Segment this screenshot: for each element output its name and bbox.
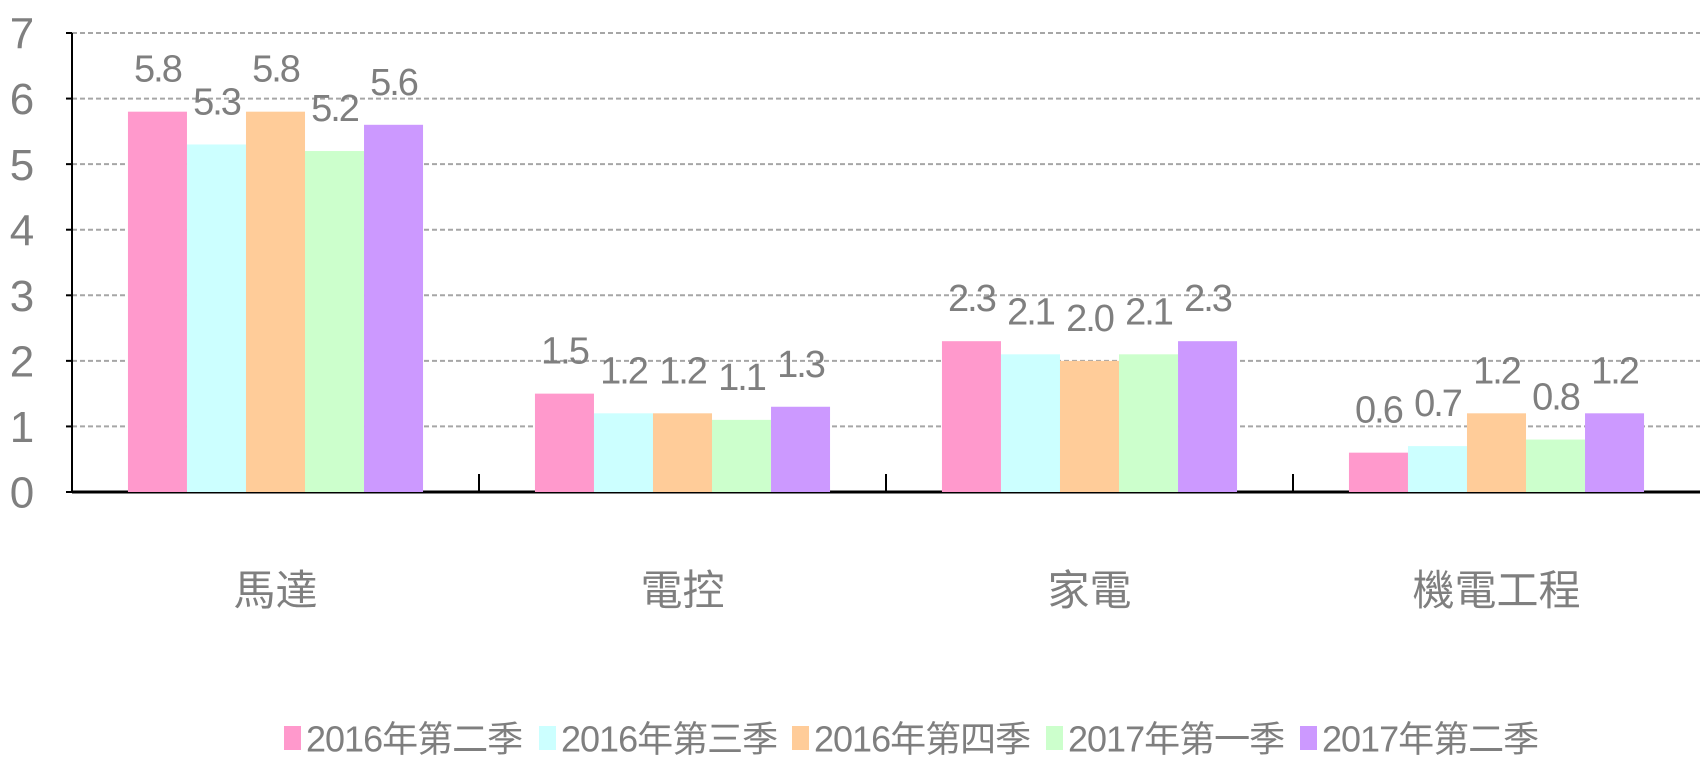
x-tick-label: 馬達 (233, 567, 317, 614)
data-label: 5.8 (252, 49, 300, 91)
data-label: 2.1 (1125, 291, 1173, 333)
data-label: 2.3 (948, 278, 996, 320)
bar (771, 406, 831, 492)
data-label: 5.8 (134, 49, 182, 91)
data-label: 0.7 (1414, 383, 1462, 425)
bar (1407, 446, 1467, 492)
bar (1585, 413, 1645, 492)
data-label: 2.3 (1184, 278, 1232, 320)
data-label: 2.0 (1066, 298, 1114, 340)
bar (712, 419, 772, 492)
data-label: 1.2 (659, 350, 707, 392)
data-label: 1.2 (600, 350, 648, 392)
bar (593, 413, 653, 492)
x-tick-label: 電控 (640, 567, 724, 614)
y-tick-label: 7 (10, 10, 34, 59)
legend-label: 2016年第三季 (561, 719, 777, 760)
y-tick-label: 3 (10, 272, 34, 321)
data-label: 1.3 (777, 344, 825, 386)
y-tick-label: 1 (10, 403, 34, 452)
legend-label: 2017年第二季 (1322, 719, 1538, 760)
bar (1178, 341, 1238, 492)
x-tick-label: 家電 (1047, 567, 1131, 614)
y-tick-label: 2 (10, 337, 34, 386)
bar (1119, 354, 1179, 492)
data-label: 1.5 (541, 331, 589, 373)
x-tick-label: 機電工程 (1412, 567, 1580, 614)
bar (941, 341, 1001, 492)
bar (652, 413, 713, 492)
legend-swatch (792, 726, 809, 750)
y-tick-label: 5 (10, 141, 34, 190)
legend-label: 2016年第四季 (814, 719, 1030, 760)
bar (1348, 452, 1408, 492)
y-tick-label: 4 (10, 206, 34, 255)
bar (1059, 360, 1120, 492)
data-label: 5.6 (370, 62, 418, 104)
bar (1526, 439, 1586, 492)
legend-swatch (539, 726, 556, 750)
data-label: 5.3 (193, 82, 241, 124)
data-label: 1.1 (718, 357, 766, 399)
bar (1000, 354, 1060, 492)
bar (127, 111, 187, 492)
data-label: 1.2 (1473, 350, 1521, 392)
legend-swatch (1046, 726, 1063, 750)
legend-label: 2017年第一季 (1068, 719, 1284, 760)
bar (186, 144, 246, 492)
legend-label: 2016年第二季 (306, 719, 522, 760)
y-tick-label: 6 (10, 75, 34, 124)
legend-swatch (1300, 726, 1317, 750)
bar (534, 393, 594, 492)
bar (364, 124, 424, 493)
legend-swatch (284, 726, 301, 750)
y-tick-label: 0 (10, 469, 34, 518)
data-label: 0.6 (1355, 390, 1403, 432)
bar (305, 151, 365, 492)
bar (1466, 413, 1527, 492)
bar (245, 111, 306, 492)
data-label: 2.1 (1007, 291, 1055, 333)
data-label: 0.8 (1532, 377, 1580, 419)
data-label: 5.2 (311, 88, 359, 130)
data-label: 1.2 (1591, 350, 1639, 392)
